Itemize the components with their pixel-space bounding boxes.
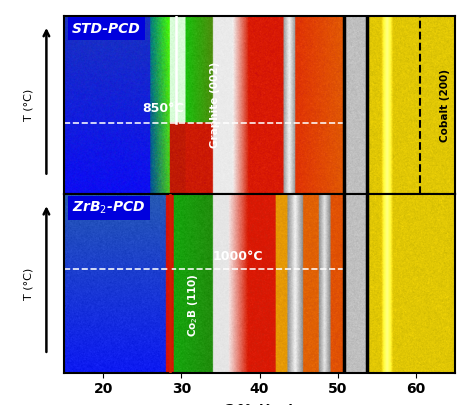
Text: Co$_2$B (110): Co$_2$B (110) bbox=[186, 273, 200, 337]
Text: 850°C: 850°C bbox=[142, 102, 184, 115]
Text: 1000°C: 1000°C bbox=[212, 250, 263, 263]
Text: T (°C): T (°C) bbox=[24, 267, 34, 300]
Text: Cobalt (200): Cobalt (200) bbox=[440, 69, 450, 142]
Text: ZrB$_2$-PCD: ZrB$_2$-PCD bbox=[72, 200, 146, 216]
X-axis label: 2$\theta$° ($\lambda_{Co}$): 2$\theta$° ($\lambda_{Co}$) bbox=[224, 402, 295, 405]
Text: T (°C): T (°C) bbox=[24, 89, 34, 122]
Text: Graphite (002): Graphite (002) bbox=[210, 62, 219, 148]
Text: STD-PCD: STD-PCD bbox=[72, 21, 141, 36]
